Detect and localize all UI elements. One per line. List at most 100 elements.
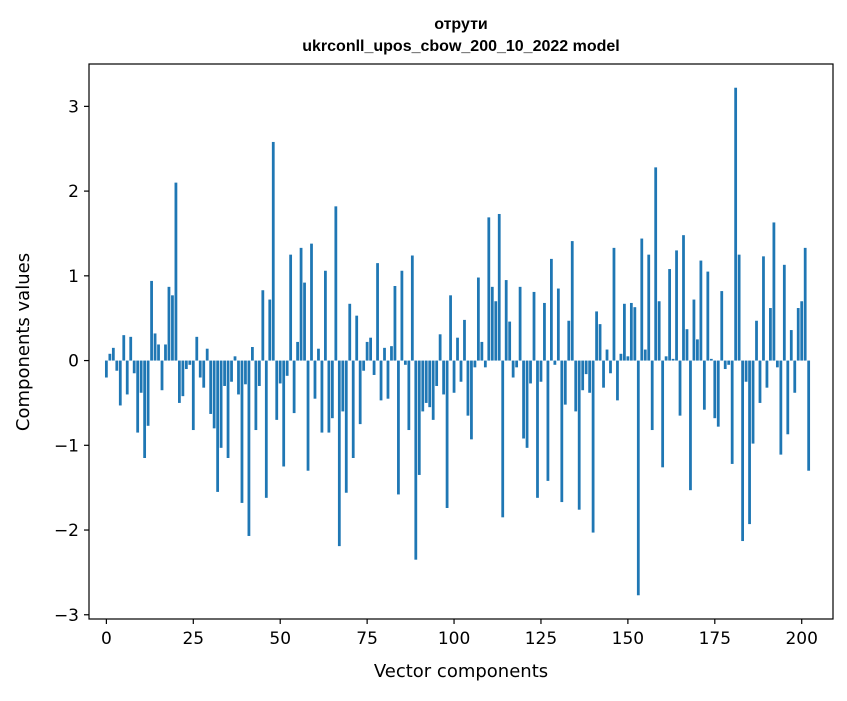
bar-167 — [685, 329, 689, 361]
bar-2 — [111, 347, 115, 361]
bar-96 — [438, 334, 442, 361]
bar-26 — [195, 336, 199, 361]
bar-81 — [386, 360, 390, 399]
bar-6 — [125, 360, 129, 395]
bar-42 — [251, 347, 254, 361]
bar-140 — [591, 360, 595, 533]
bar-34 — [223, 360, 226, 386]
bar-92 — [424, 360, 428, 403]
bar-10 — [139, 360, 143, 393]
plot-area-frame — [88, 63, 834, 620]
bar-64 — [327, 360, 331, 433]
bar-163 — [671, 358, 675, 361]
bar-11 — [143, 360, 147, 458]
chart-title: отрути — [434, 16, 488, 33]
bar-40 — [244, 360, 247, 385]
bar-43 — [254, 360, 258, 431]
y-tick-label--2: −2 — [54, 521, 79, 541]
bar-201 — [803, 247, 807, 361]
bar-153 — [636, 360, 640, 596]
x-axis-label: Vector components — [374, 661, 548, 682]
bar-113 — [497, 213, 501, 361]
bar-13 — [150, 280, 153, 361]
bar-127 — [546, 360, 550, 481]
bar-158 — [654, 167, 658, 361]
bar-50 — [278, 360, 282, 384]
bar-188 — [758, 360, 762, 403]
bar-141 — [595, 311, 598, 361]
bar-75 — [365, 341, 369, 361]
bar-33 — [219, 360, 223, 448]
bar-77 — [372, 360, 376, 375]
bar-195 — [782, 264, 786, 361]
bar-83 — [393, 286, 397, 361]
bar-37 — [233, 356, 237, 361]
bar-41 — [247, 360, 251, 536]
y-tick-label--1: −1 — [54, 436, 79, 456]
bar-61 — [317, 348, 320, 361]
bar-182 — [737, 254, 741, 361]
bar-179 — [727, 360, 731, 365]
bar-0 — [104, 360, 108, 378]
bar-120 — [522, 360, 525, 439]
bar-149 — [623, 303, 626, 361]
bar-5 — [122, 335, 126, 361]
y-tick-label-3: 3 — [68, 97, 79, 117]
bar-25 — [191, 360, 195, 431]
bar-157 — [650, 360, 654, 431]
bar-4 — [118, 360, 122, 406]
bar-169 — [692, 299, 696, 361]
bar-59 — [310, 243, 313, 361]
bar-143 — [602, 360, 605, 388]
bar-69 — [344, 360, 348, 493]
bar-23 — [184, 360, 188, 370]
bar-24 — [188, 360, 192, 365]
bar-63 — [324, 270, 327, 361]
bar-138 — [584, 360, 588, 375]
bar-71 — [351, 360, 355, 458]
bar-150 — [626, 356, 630, 361]
bar-35 — [226, 360, 230, 458]
bar-130 — [556, 288, 560, 361]
bar-199 — [796, 308, 800, 361]
bar-171 — [699, 260, 703, 361]
bar-54 — [292, 360, 296, 414]
bar-125 — [539, 360, 543, 382]
bar-20 — [174, 182, 178, 361]
x-tick-label-50: 50 — [269, 629, 291, 649]
bar-100 — [452, 360, 456, 393]
bar-21 — [178, 360, 181, 403]
bar-168 — [689, 360, 692, 491]
bar-180 — [730, 360, 734, 464]
bar-49 — [275, 360, 279, 420]
bar-89 — [414, 360, 418, 560]
bar-159 — [657, 301, 661, 361]
bar-45 — [261, 290, 265, 361]
bar-62 — [320, 360, 324, 433]
bar-190 — [765, 360, 769, 388]
bar-52 — [285, 360, 289, 376]
bar-145 — [609, 360, 612, 374]
bar-184 — [744, 360, 748, 382]
bar-114 — [501, 360, 505, 518]
x-tick-label-125: 125 — [525, 629, 557, 649]
bar-70 — [348, 303, 352, 361]
y-tick-label-1: 1 — [68, 267, 79, 287]
bar-17 — [164, 344, 167, 361]
bar-196 — [786, 360, 790, 435]
bar-97 — [442, 360, 446, 395]
bar-90 — [417, 360, 421, 475]
bar-156 — [647, 254, 651, 361]
bar-152 — [633, 307, 637, 361]
bar-19 — [171, 295, 174, 361]
bar-95 — [435, 360, 439, 386]
bars-group — [104, 87, 811, 596]
bar-36 — [230, 360, 233, 382]
y-tick-label--3: −3 — [54, 606, 79, 626]
bar-165 — [678, 360, 682, 416]
bar-86 — [403, 360, 407, 365]
bar-85 — [400, 270, 404, 361]
bar-109 — [483, 360, 487, 368]
y-tick-label-2: 2 — [68, 182, 79, 202]
